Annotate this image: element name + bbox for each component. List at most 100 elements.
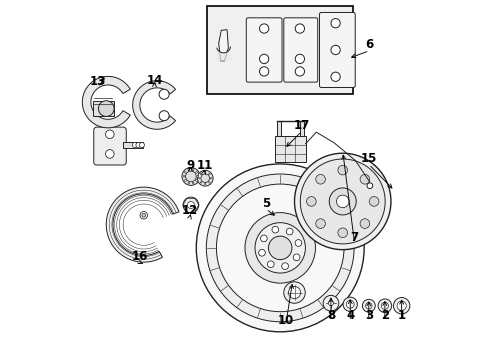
Circle shape	[244, 213, 315, 283]
Circle shape	[293, 254, 299, 261]
Text: 17: 17	[293, 119, 309, 132]
Circle shape	[268, 236, 291, 260]
Circle shape	[330, 45, 340, 55]
Text: 8: 8	[326, 309, 334, 322]
Circle shape	[306, 197, 316, 206]
Circle shape	[260, 235, 266, 242]
FancyBboxPatch shape	[94, 127, 126, 165]
Circle shape	[255, 223, 305, 273]
Circle shape	[210, 177, 211, 179]
Text: 10: 10	[277, 314, 293, 327]
Circle shape	[300, 159, 385, 244]
Circle shape	[183, 197, 198, 213]
Circle shape	[197, 176, 198, 177]
Bar	[93, 101, 114, 116]
Text: 9: 9	[186, 159, 194, 172]
Text: 14: 14	[146, 74, 163, 87]
Circle shape	[295, 54, 304, 64]
Text: 12: 12	[182, 204, 198, 217]
Circle shape	[377, 299, 391, 312]
Circle shape	[346, 300, 353, 308]
Circle shape	[195, 180, 197, 181]
Bar	[123, 142, 143, 148]
Circle shape	[396, 301, 406, 310]
Circle shape	[343, 297, 357, 311]
Circle shape	[330, 18, 340, 28]
Circle shape	[187, 182, 189, 184]
Circle shape	[200, 181, 202, 183]
Circle shape	[197, 170, 213, 186]
Circle shape	[258, 249, 265, 256]
Circle shape	[323, 296, 338, 311]
Text: 3: 3	[364, 309, 372, 322]
Polygon shape	[106, 187, 179, 262]
Circle shape	[285, 228, 292, 235]
Circle shape	[393, 297, 409, 314]
Bar	[276, 121, 281, 136]
Circle shape	[216, 184, 344, 312]
FancyBboxPatch shape	[283, 18, 317, 82]
Circle shape	[105, 130, 114, 139]
Circle shape	[281, 263, 288, 270]
Circle shape	[368, 197, 378, 206]
Circle shape	[315, 175, 325, 184]
Circle shape	[204, 171, 205, 173]
Circle shape	[204, 183, 205, 185]
Bar	[299, 121, 303, 136]
Circle shape	[98, 101, 114, 116]
Circle shape	[295, 24, 304, 33]
Circle shape	[206, 174, 353, 322]
Circle shape	[196, 164, 364, 332]
FancyBboxPatch shape	[246, 18, 282, 82]
Text: 16: 16	[132, 250, 148, 263]
Text: 1: 1	[397, 309, 405, 322]
Text: 5: 5	[261, 197, 269, 210]
Circle shape	[259, 24, 268, 33]
Circle shape	[328, 301, 333, 306]
Circle shape	[184, 171, 186, 173]
Text: 2: 2	[380, 309, 388, 322]
Circle shape	[259, 54, 268, 64]
Circle shape	[294, 240, 301, 246]
Circle shape	[142, 213, 145, 217]
Circle shape	[271, 226, 278, 233]
Text: 15: 15	[360, 152, 376, 165]
Polygon shape	[82, 76, 130, 128]
Polygon shape	[218, 30, 228, 61]
Circle shape	[187, 169, 189, 171]
Circle shape	[187, 202, 194, 208]
Circle shape	[381, 302, 387, 309]
Circle shape	[185, 171, 196, 182]
FancyBboxPatch shape	[319, 13, 354, 87]
Text: 11: 11	[196, 159, 212, 172]
Circle shape	[328, 188, 356, 215]
Circle shape	[315, 219, 325, 229]
Circle shape	[140, 212, 147, 219]
Text: 6: 6	[365, 39, 373, 51]
Circle shape	[195, 171, 197, 173]
Circle shape	[294, 153, 390, 249]
Circle shape	[208, 173, 210, 175]
Circle shape	[192, 169, 194, 171]
Circle shape	[182, 167, 200, 185]
Text: 7: 7	[350, 231, 358, 244]
Bar	[275, 136, 305, 162]
Circle shape	[183, 176, 184, 177]
Polygon shape	[132, 81, 175, 129]
Circle shape	[359, 219, 369, 229]
Circle shape	[295, 67, 304, 76]
Circle shape	[259, 67, 268, 76]
Circle shape	[337, 165, 347, 175]
Bar	[206, 6, 353, 94]
Circle shape	[132, 143, 137, 148]
Circle shape	[159, 89, 169, 99]
Circle shape	[201, 174, 209, 183]
Circle shape	[184, 180, 186, 181]
Circle shape	[283, 282, 305, 303]
Circle shape	[198, 177, 200, 179]
Text: 13: 13	[90, 75, 106, 88]
Text: 4: 4	[346, 309, 354, 322]
Circle shape	[365, 302, 371, 309]
Circle shape	[159, 111, 169, 121]
Circle shape	[267, 261, 274, 267]
